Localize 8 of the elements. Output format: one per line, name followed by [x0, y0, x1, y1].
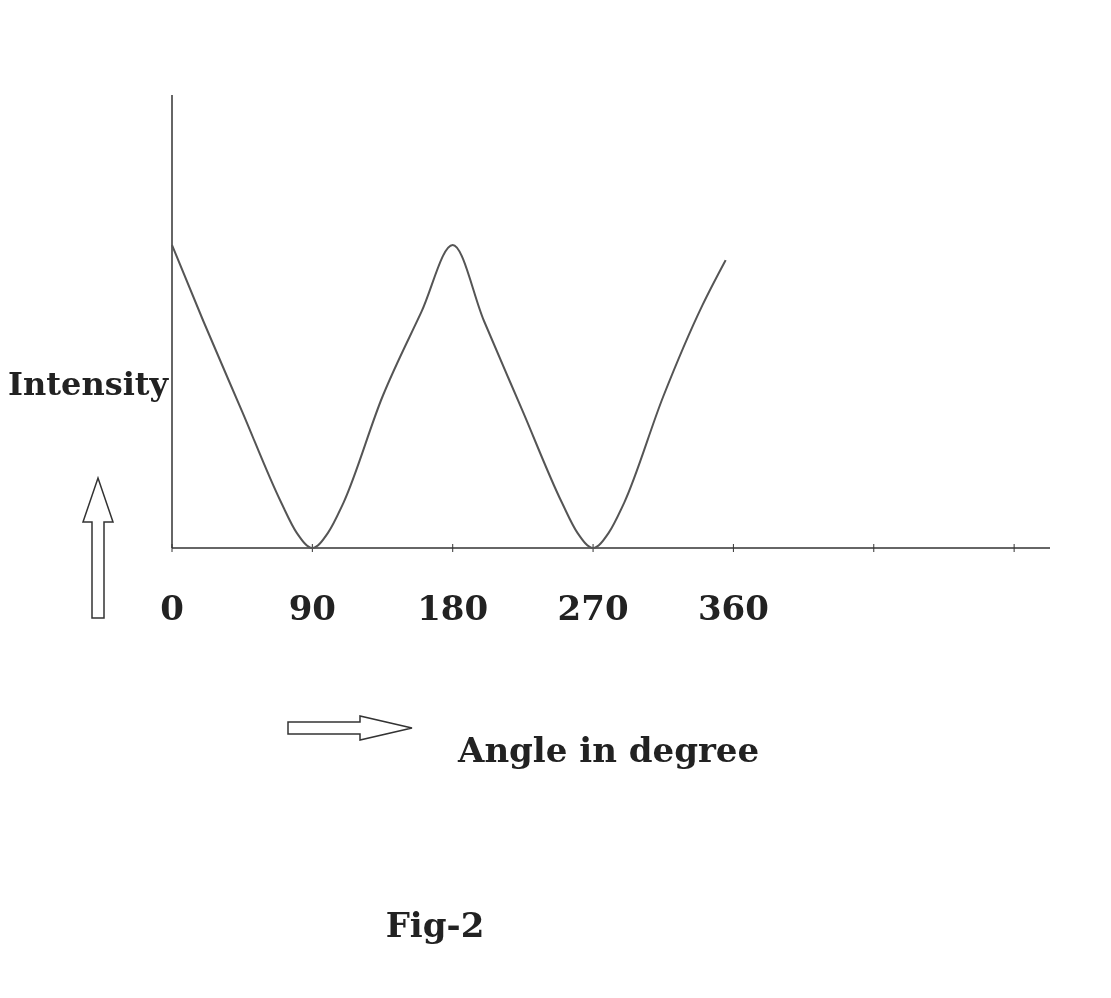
x-tick-label: 270: [557, 588, 629, 628]
y-axis-title: Intensity: [8, 365, 170, 403]
text: Fig-2: [385, 905, 485, 945]
x-tick-label: 90: [288, 588, 337, 628]
x-axis-title: Angle in degree: [457, 730, 760, 770]
x-tick-label: 180: [417, 588, 489, 628]
x-tick-label: 360: [697, 588, 769, 628]
x-tick-label: 0: [160, 588, 184, 628]
